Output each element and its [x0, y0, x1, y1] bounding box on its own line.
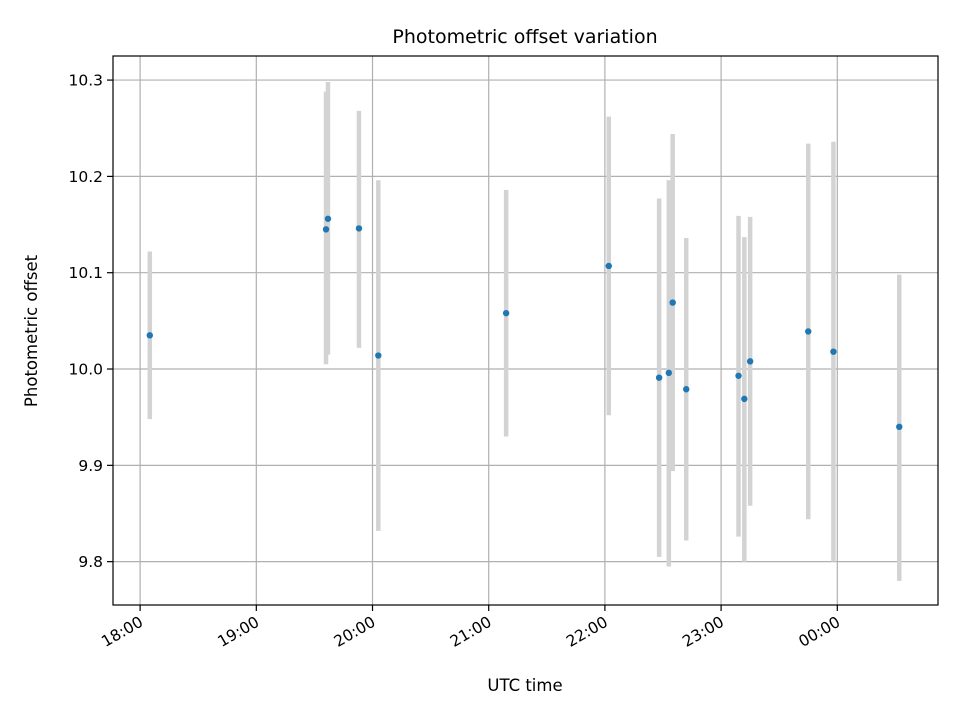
- data-point: [375, 352, 382, 359]
- y-axis-label: Photometric offset: [22, 254, 41, 407]
- plot-frame: [112, 55, 939, 606]
- data-point: [322, 226, 330, 233]
- data-point: [502, 309, 510, 317]
- data-point: [146, 332, 153, 339]
- data-point: [735, 372, 742, 379]
- data-points: [146, 215, 903, 431]
- data-point: [746, 358, 754, 365]
- data-point: [896, 423, 903, 431]
- data-point: [669, 299, 676, 306]
- y-tick-label: 9.8: [78, 553, 103, 571]
- chart-title: Photometric offset variation: [392, 26, 657, 48]
- grid: [113, 56, 938, 605]
- y-axis: 9.8 9.9 10.0 10.1 10.2 10.3: [68, 72, 113, 571]
- y-tick-label: 10.1: [68, 264, 103, 282]
- y-tick-label: 10.3: [68, 72, 103, 90]
- data-point: [830, 348, 837, 355]
- y-tick-label: 10.2: [68, 168, 103, 186]
- data-point: [355, 225, 363, 232]
- data-point: [605, 262, 612, 270]
- y-tick-label: 9.9: [78, 457, 103, 475]
- data-point: [665, 369, 673, 377]
- y-tick-label: 10.0: [68, 361, 103, 379]
- data-point: [655, 374, 663, 381]
- data-point: [805, 328, 812, 335]
- x-axis-label: UTC time: [487, 676, 562, 695]
- data-point: [741, 395, 748, 403]
- data-point: [324, 215, 332, 222]
- data-point: [683, 386, 690, 393]
